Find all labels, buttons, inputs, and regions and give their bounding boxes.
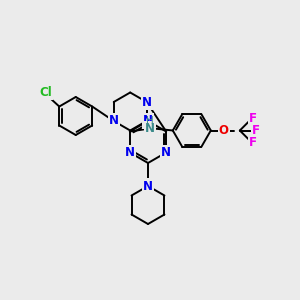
Text: F: F	[252, 124, 260, 137]
Text: N: N	[142, 95, 152, 109]
Text: F: F	[249, 112, 257, 125]
Text: F: F	[249, 136, 257, 149]
Text: N: N	[143, 115, 153, 128]
Text: N: N	[143, 179, 153, 193]
Text: N: N	[109, 115, 119, 128]
Text: Cl: Cl	[39, 86, 52, 99]
Text: N: N	[125, 146, 135, 159]
Text: H: H	[146, 116, 154, 127]
Text: O: O	[219, 124, 229, 137]
Text: N: N	[145, 122, 155, 135]
Text: N: N	[161, 146, 171, 159]
